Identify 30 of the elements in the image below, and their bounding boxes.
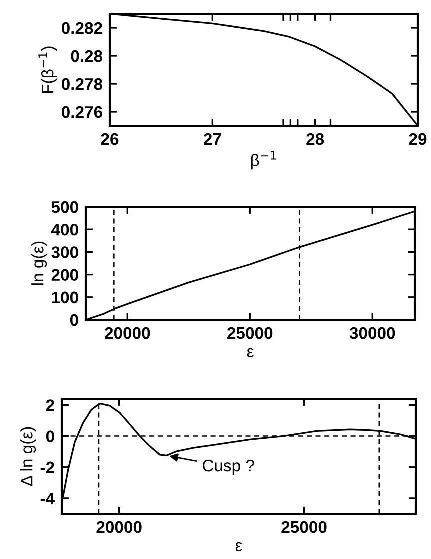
y-tick-label: 0.278 <box>62 78 103 90</box>
x-tick-label: 26 <box>101 133 119 146</box>
x-tick-label: 25000 <box>282 521 327 534</box>
y-axis-title: Δ ln g(ε) <box>20 427 36 486</box>
y-tick-label: 0 <box>70 314 78 326</box>
x-tick-label: 25000 <box>228 327 273 340</box>
y-tick-label: 0.282 <box>62 22 102 34</box>
x-tick-label: 29 <box>409 133 427 146</box>
annotation: Cusp ? <box>203 460 254 475</box>
x-tick-label: 20000 <box>105 327 150 340</box>
y-tick-label: 2 <box>46 400 54 412</box>
y-tick-label: 0.28 <box>71 50 103 62</box>
x-tick-label: 28 <box>306 133 324 146</box>
x-tick-label: 30000 <box>350 327 396 340</box>
y-axis-title: ln g(ε) <box>32 242 48 286</box>
y-tick-label: 400 <box>52 224 78 236</box>
x-axis-title: ε <box>236 542 242 552</box>
x-axis-title: β$^{−1}$ <box>251 151 276 170</box>
y-tick-label: 200 <box>52 269 78 282</box>
y-tick-label: -2 <box>40 462 54 474</box>
y-axis-title: F(β$^{−1}$) <box>38 46 58 94</box>
y-tick-label: 100 <box>52 292 78 304</box>
x-axis-title: ε <box>247 348 254 358</box>
y-tick-label: -4 <box>40 493 55 504</box>
x-tick-label: 20000 <box>96 521 142 534</box>
y-tick-label: 300 <box>52 246 78 258</box>
y-tick-label: 0.276 <box>62 106 102 118</box>
x-tick-label: 27 <box>204 133 222 146</box>
y-tick-label: 500 <box>52 201 78 214</box>
y-tick-label: 0 <box>46 430 54 442</box>
